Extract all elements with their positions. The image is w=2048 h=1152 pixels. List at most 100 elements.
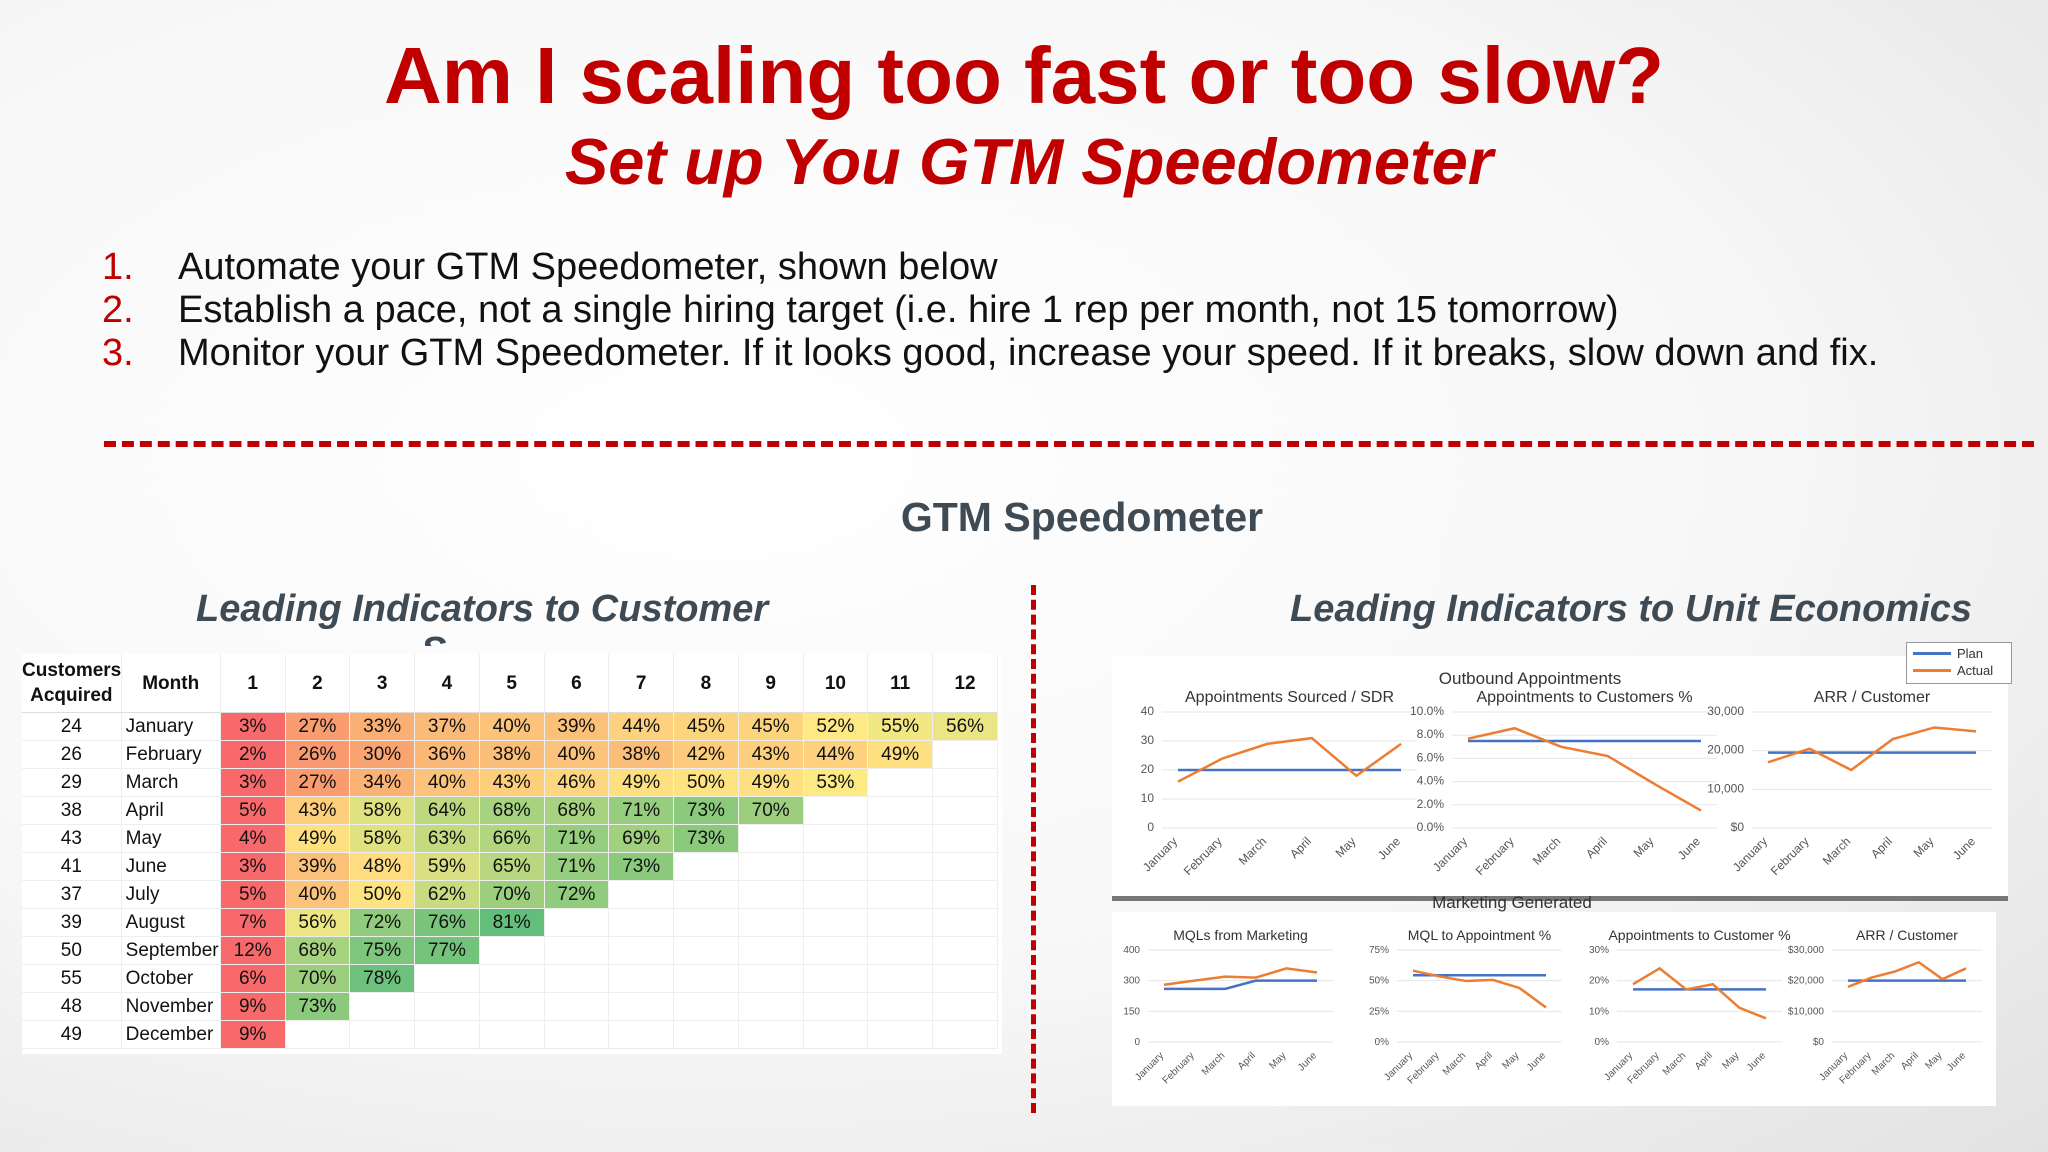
y-tick-label: 20% (1589, 976, 1609, 987)
left-heading-text: Leading Indicators to Customer (196, 588, 769, 630)
step-text: Establish a pace, not a single hiring ta… (178, 289, 1619, 331)
series-line-actual (1412, 969, 1547, 1009)
retention-cell: 49% (608, 768, 675, 797)
step-text: Monitor your GTM Speedometer. If it look… (178, 332, 1879, 374)
left-heading: Leading Indicators to Customer S (196, 588, 769, 646)
table-row: 39 August 7% 56% 72% 76% 81% (22, 908, 998, 937)
group-title: Marketing Generated (1432, 893, 1592, 912)
y-tick-label: 6.0% (1417, 750, 1445, 764)
y-tick-label: 0 (1134, 1037, 1140, 1048)
y-tick-label: 0.0% (1417, 820, 1445, 834)
retention-cell (803, 796, 869, 825)
retention-cell: 44% (803, 740, 869, 769)
header-period: 2 (285, 654, 351, 713)
y-tick-label: 75% (1369, 945, 1389, 956)
retention-cell (803, 852, 869, 881)
chart-title: Appointments to Customers % (1476, 689, 1692, 706)
retention-cell (544, 964, 610, 993)
month-cell: September (121, 936, 221, 965)
y-tick-label: 30,000 (1707, 704, 1744, 718)
retention-cell: 39% (285, 852, 351, 881)
retention-cell: 59% (414, 852, 480, 881)
retention-cell: 71% (608, 796, 675, 825)
retention-cell (673, 964, 739, 993)
step-number: 3. (102, 332, 134, 374)
header-period: 1 (220, 654, 286, 713)
header-period: 4 (414, 654, 480, 713)
x-tick-label: April (1868, 834, 1895, 861)
chart-title: ARR / Customer (1814, 689, 1931, 706)
retention-cell (608, 936, 675, 965)
x-tick-label: April (1236, 1050, 1258, 1072)
y-tick-label: $0 (1813, 1037, 1825, 1048)
step-number: 2. (102, 289, 134, 331)
retention-cell (608, 908, 675, 937)
retention-cell: 45% (738, 712, 804, 741)
table-row: 49 December 9% (22, 1020, 998, 1049)
left-heading-tail: S (421, 632, 446, 646)
x-tick-label: May (1631, 834, 1657, 860)
retention-cell: 45% (673, 712, 739, 741)
retention-cell: 68% (544, 796, 610, 825)
y-tick-label: 4.0% (1417, 774, 1445, 788)
legend-label: Plan (1957, 646, 1984, 661)
retention-cell (867, 1020, 934, 1049)
y-tick-label: 30% (1589, 945, 1609, 956)
retention-cell: 75% (349, 936, 416, 965)
retention-cell: 55% (867, 712, 934, 741)
retention-cell (738, 880, 804, 909)
cohort-body: 24 January 3% 27% 33% 37% 40% 39% 44% 45% 45% 52% 55… (22, 712, 998, 1049)
retention-cell (867, 796, 934, 825)
retention-cell (867, 992, 934, 1021)
series-line-plan (1164, 979, 1317, 991)
table-row: 24 January 3% 27% 33% 37% 40% 39% 44% 45% 45% 52% 55… (22, 712, 998, 741)
month-cell: July (121, 880, 221, 909)
retention-cell: 58% (349, 824, 416, 853)
retention-cell: 68% (479, 796, 545, 825)
retention-cell: 70% (479, 880, 545, 909)
retention-cell: 46% (544, 768, 610, 797)
y-tick-label: 150 (1123, 1006, 1140, 1017)
customers-acquired-cell: 43 (22, 824, 122, 853)
retention-cell: 49% (738, 768, 804, 797)
step-text: Automate your GTM Speedometer, shown bel… (178, 246, 998, 288)
x-tick-label: March (1870, 1050, 1897, 1077)
chart-title: ARR / Customer (1856, 927, 1958, 943)
bottom-charts-panel: Marketing Generated MQLs from Marketing 40… (1112, 893, 1996, 1106)
header-period: 5 (479, 654, 545, 713)
series-line-actual (1467, 726, 1702, 812)
header-period: 10 (803, 654, 869, 713)
header-period: 3 (349, 654, 416, 713)
header-customers-acquired: Customers Acquired (22, 654, 122, 713)
retention-cell (867, 936, 934, 965)
y-tick-label: 10,000 (1707, 781, 1744, 795)
retention-cell (673, 852, 739, 881)
legend-actual: Actual (1913, 663, 1993, 678)
retention-cell: 7% (220, 908, 286, 937)
x-tick-label: June (1525, 1050, 1548, 1073)
series-line-actual (1177, 736, 1402, 783)
step-item: 1. Automate your GTM Speedometer, shown b… (102, 246, 1878, 289)
series-line-actual (1847, 960, 1967, 988)
y-tick-label: 300 (1123, 976, 1140, 987)
y-tick-label: $0 (1731, 820, 1745, 834)
retention-cell (544, 992, 610, 1021)
x-tick-label: May (1333, 834, 1359, 860)
retention-cell (803, 824, 869, 853)
customers-acquired-cell: 37 (22, 880, 122, 909)
retention-cell (867, 768, 934, 797)
cohort-header-row: Customers Acquired Month 1 2 3 4 5 6 7 8 9 10 11 12 (22, 654, 998, 713)
chart-legend: Plan Actual (1906, 642, 2012, 684)
month-cell: February (121, 740, 221, 769)
retention-cell: 68% (285, 936, 351, 965)
y-tick-label: 50% (1369, 976, 1389, 987)
retention-cell: 69% (608, 824, 675, 853)
retention-cell: 44% (608, 712, 675, 741)
month-cell: June (121, 852, 221, 881)
retention-cell: 53% (803, 768, 869, 797)
top-charts-svg: Outbound Appointments Appointments Source… (1140, 669, 1992, 878)
retention-cell (349, 992, 416, 1021)
customers-acquired-cell: 38 (22, 796, 122, 825)
customers-acquired-cell: 24 (22, 712, 122, 741)
customers-acquired-cell: 41 (22, 852, 122, 881)
